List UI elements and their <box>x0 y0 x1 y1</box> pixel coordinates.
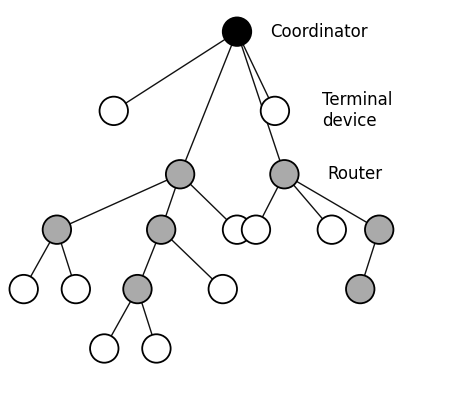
Ellipse shape <box>209 275 237 303</box>
Ellipse shape <box>62 275 90 303</box>
Text: Coordinator: Coordinator <box>270 23 368 41</box>
Text: Terminal
device: Terminal device <box>322 91 392 130</box>
Ellipse shape <box>123 275 152 303</box>
Ellipse shape <box>223 215 251 244</box>
Ellipse shape <box>261 97 289 125</box>
Ellipse shape <box>242 215 270 244</box>
Ellipse shape <box>90 334 118 363</box>
Ellipse shape <box>9 275 38 303</box>
Ellipse shape <box>318 215 346 244</box>
Ellipse shape <box>147 215 175 244</box>
Ellipse shape <box>100 97 128 125</box>
Ellipse shape <box>223 17 251 46</box>
Ellipse shape <box>43 215 71 244</box>
Text: Router: Router <box>327 165 382 183</box>
Ellipse shape <box>365 215 393 244</box>
Ellipse shape <box>166 160 194 188</box>
Ellipse shape <box>346 275 374 303</box>
Ellipse shape <box>270 160 299 188</box>
Ellipse shape <box>142 334 171 363</box>
